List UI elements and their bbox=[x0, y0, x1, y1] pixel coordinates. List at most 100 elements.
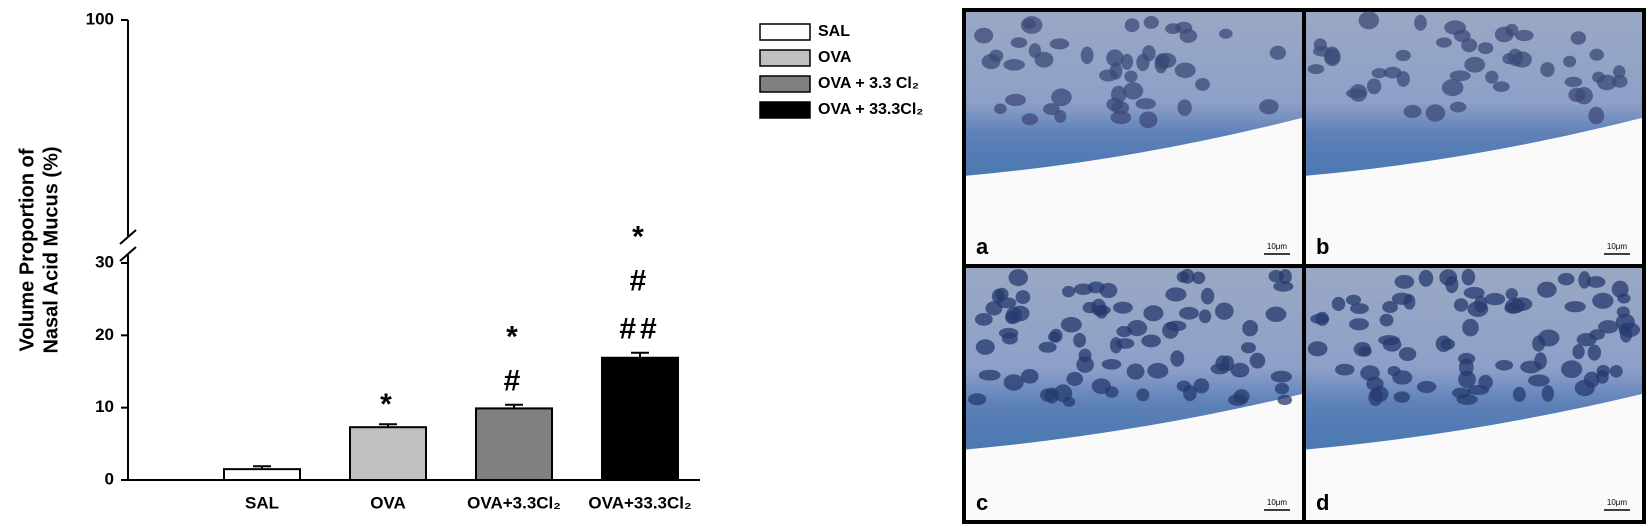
nucleus bbox=[1249, 352, 1266, 369]
nucleus bbox=[1003, 59, 1025, 71]
nucleus bbox=[1592, 292, 1614, 309]
nucleus bbox=[1520, 360, 1542, 374]
nucleus bbox=[1398, 347, 1417, 361]
nucleus bbox=[1611, 280, 1629, 298]
nucleus bbox=[1574, 379, 1595, 397]
nucleus bbox=[1021, 113, 1039, 126]
x-tick-label: OVA+3.3Cl₂ bbox=[467, 493, 561, 512]
bar bbox=[601, 356, 679, 481]
nucleus bbox=[1315, 311, 1329, 326]
nucleus bbox=[1180, 268, 1195, 284]
nucleus bbox=[993, 103, 1007, 115]
axis-break bbox=[119, 246, 137, 262]
nucleus bbox=[1104, 386, 1119, 398]
legend-swatch bbox=[759, 49, 811, 67]
bar bbox=[349, 426, 427, 481]
nucleus bbox=[1557, 272, 1575, 286]
nucleus bbox=[1350, 303, 1369, 315]
nucleus bbox=[1416, 380, 1437, 393]
nucleus bbox=[1147, 362, 1169, 379]
nucleus bbox=[1395, 49, 1411, 62]
nucleus bbox=[1477, 42, 1494, 55]
nucleus bbox=[1528, 374, 1550, 387]
nucleus bbox=[989, 49, 1004, 63]
nucleus bbox=[1391, 292, 1413, 305]
nucleus bbox=[1099, 69, 1118, 82]
y-tick-label: 20 bbox=[95, 325, 114, 344]
nucleus bbox=[1435, 335, 1452, 353]
panel-letter: a bbox=[976, 234, 989, 259]
nucleus bbox=[1273, 281, 1294, 292]
nucleus bbox=[1210, 363, 1230, 375]
nucleus bbox=[1370, 386, 1389, 403]
nucleus bbox=[1492, 81, 1510, 92]
nucleus bbox=[1561, 360, 1583, 379]
nucleus bbox=[1378, 335, 1400, 346]
nucleus bbox=[1060, 316, 1082, 333]
nucleus bbox=[1589, 48, 1604, 61]
legend-label: OVA + 3.3 Cl₂ bbox=[818, 75, 919, 92]
nucleus bbox=[1218, 28, 1233, 39]
legend-swatch bbox=[759, 23, 811, 41]
nucleus bbox=[998, 327, 1019, 339]
nucleus bbox=[1061, 285, 1076, 298]
nucleus bbox=[975, 339, 995, 355]
nucleus bbox=[1366, 78, 1382, 95]
nucleus bbox=[1313, 38, 1327, 52]
nucleus bbox=[1358, 11, 1380, 30]
nucleus bbox=[1127, 320, 1148, 337]
nucleus bbox=[1174, 62, 1196, 78]
nucleus bbox=[1441, 79, 1464, 97]
nucleus bbox=[1179, 306, 1199, 320]
tissue bbox=[1306, 12, 1642, 176]
y-axis-title: Volume Proportion of Nasal Acid Mucus (%) bbox=[16, 146, 62, 353]
nucleus bbox=[1439, 269, 1458, 286]
nucleus bbox=[1101, 358, 1122, 370]
nucleus bbox=[1453, 29, 1471, 43]
nucleus bbox=[1110, 110, 1132, 125]
significance-mark: * bbox=[506, 321, 522, 354]
nucleus bbox=[1596, 74, 1617, 91]
nucleus bbox=[1170, 350, 1185, 367]
nucleus bbox=[1073, 332, 1086, 348]
nucleus bbox=[1613, 65, 1626, 79]
nucleus bbox=[1451, 387, 1471, 399]
nucleus bbox=[1418, 269, 1434, 287]
panel-letter: b bbox=[1316, 234, 1329, 259]
nucleus bbox=[1485, 70, 1499, 84]
nucleus bbox=[1588, 106, 1605, 125]
nucleus bbox=[1165, 287, 1187, 302]
nucleus bbox=[1113, 301, 1133, 314]
nucleus bbox=[1143, 305, 1164, 322]
nucleus bbox=[1053, 384, 1073, 403]
nucleus bbox=[1393, 391, 1411, 403]
nucleus bbox=[1612, 75, 1628, 88]
nucleus bbox=[1022, 18, 1036, 29]
nucleus bbox=[1484, 292, 1506, 306]
nucleus bbox=[1182, 385, 1197, 402]
nucleus bbox=[1467, 301, 1489, 317]
nucleus bbox=[978, 369, 1001, 381]
nucleus bbox=[1379, 313, 1394, 327]
nucleus bbox=[1028, 43, 1042, 59]
significance-mark: # bbox=[504, 365, 525, 398]
nucleus bbox=[1165, 23, 1182, 35]
nucleus bbox=[1233, 389, 1250, 404]
x-tick-label: OVA bbox=[370, 493, 406, 512]
nucleus bbox=[1265, 306, 1287, 322]
nucleus bbox=[1461, 38, 1478, 53]
nucleus bbox=[1464, 56, 1486, 73]
nucleus bbox=[1076, 356, 1094, 373]
nucleus bbox=[1270, 370, 1292, 383]
nucleus bbox=[1349, 84, 1368, 102]
nucleus bbox=[1054, 109, 1067, 123]
nucleus bbox=[1038, 341, 1057, 353]
nucleus bbox=[1011, 305, 1030, 322]
nucleus bbox=[1541, 385, 1555, 402]
nucleus bbox=[1449, 70, 1471, 82]
nucleus bbox=[1586, 276, 1606, 288]
nucleus bbox=[1080, 46, 1094, 64]
nucleus bbox=[1570, 31, 1587, 45]
scale-label: 10μm bbox=[1607, 242, 1628, 251]
